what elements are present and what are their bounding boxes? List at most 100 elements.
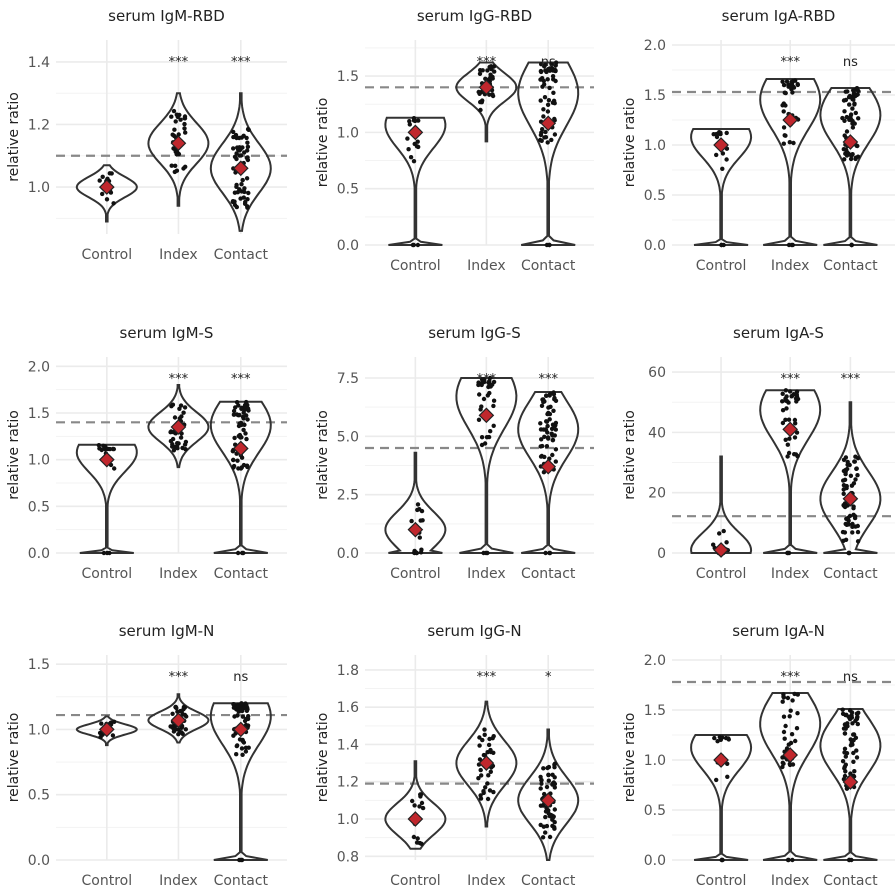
data-point	[183, 727, 188, 732]
data-point	[238, 435, 243, 440]
data-point	[780, 755, 785, 760]
data-point	[99, 721, 104, 726]
y-tick-label: 1.4	[337, 737, 359, 753]
data-point	[841, 726, 847, 731]
data-point	[418, 794, 423, 799]
data-point	[546, 436, 551, 441]
data-point	[407, 119, 412, 124]
data-point	[491, 789, 496, 795]
data-point	[182, 405, 188, 410]
significance-label: ***	[169, 55, 189, 70]
violin-control	[75, 715, 138, 747]
data-point	[243, 431, 248, 436]
mean-marker	[782, 421, 799, 438]
data-point	[409, 518, 414, 524]
y-tick-label: 1.0	[28, 722, 50, 738]
data-point	[787, 140, 792, 145]
data-point	[726, 737, 731, 742]
data-point	[414, 144, 420, 149]
data-point	[783, 437, 788, 442]
y-axis-label: relative ratio	[622, 98, 638, 188]
data-point	[487, 64, 492, 70]
x-tick-label: Contact	[521, 873, 576, 885]
data-point	[780, 79, 785, 84]
data-point	[168, 724, 174, 729]
data-point	[538, 822, 543, 828]
data-point	[234, 752, 239, 757]
data-point	[854, 92, 859, 98]
x-tick-label: Index	[159, 566, 198, 582]
data-point	[112, 719, 117, 724]
data-point	[552, 820, 557, 825]
violin-control	[75, 164, 138, 223]
data-point	[551, 408, 556, 413]
data-point	[411, 159, 417, 164]
data-point	[477, 392, 482, 397]
violin-index	[759, 78, 822, 246]
data-point	[541, 427, 546, 432]
data-point	[846, 550, 851, 556]
significance-label: ***	[538, 372, 558, 387]
data-point	[485, 68, 490, 73]
x-tick-label: Contact	[521, 258, 576, 274]
y-tick-label: 1.0	[28, 453, 50, 469]
data-point	[842, 746, 848, 751]
data-point	[851, 750, 856, 756]
data-point	[539, 403, 545, 408]
y-tick-label: 0.5	[28, 788, 50, 804]
data-point	[481, 550, 486, 556]
data-point	[235, 458, 240, 463]
data-point	[783, 90, 788, 96]
data-point	[780, 699, 785, 704]
data-point	[546, 67, 551, 72]
y-tick-label: 5.0	[337, 429, 359, 445]
data-point	[850, 125, 856, 130]
data-point	[552, 761, 558, 766]
violin-index	[759, 692, 822, 861]
y-tick-label: 0.5	[337, 182, 359, 198]
data-point	[107, 550, 112, 556]
data-point	[238, 857, 244, 863]
violin-index	[455, 377, 518, 554]
x-tick-label: Index	[159, 247, 198, 263]
violin-index	[147, 92, 210, 207]
data-point	[787, 389, 793, 394]
mean-marker	[713, 542, 729, 558]
data-point	[843, 455, 849, 460]
y-tick-label: 1.5	[337, 69, 359, 85]
data-point	[244, 413, 249, 418]
data-point	[785, 550, 790, 556]
data-point	[239, 182, 244, 187]
data-point	[415, 502, 421, 507]
data-point	[850, 524, 855, 529]
data-point	[235, 550, 241, 556]
mean-marker	[842, 774, 859, 790]
data-point	[552, 807, 557, 812]
data-point	[486, 742, 492, 748]
data-point	[842, 731, 848, 736]
data-point	[478, 99, 483, 105]
data-point	[485, 781, 490, 786]
data-point	[550, 438, 555, 443]
data-point	[784, 406, 789, 411]
mean-marker	[478, 79, 495, 96]
data-point	[848, 743, 854, 748]
data-point	[419, 800, 425, 806]
data-point	[246, 745, 251, 750]
data-point	[182, 442, 188, 447]
violin-contact	[517, 61, 580, 246]
data-point	[850, 106, 855, 111]
points-index	[476, 727, 496, 802]
data-point	[544, 823, 550, 829]
data-point	[855, 529, 861, 535]
data-point	[415, 139, 420, 144]
data-point	[476, 89, 481, 95]
data-point	[181, 704, 187, 710]
y-tick-label: 2.0	[644, 653, 666, 669]
data-point	[110, 733, 116, 738]
data-point	[244, 436, 249, 442]
data-point	[844, 129, 850, 134]
violin-control	[384, 116, 447, 246]
data-point	[487, 378, 492, 384]
data-point	[847, 708, 853, 713]
